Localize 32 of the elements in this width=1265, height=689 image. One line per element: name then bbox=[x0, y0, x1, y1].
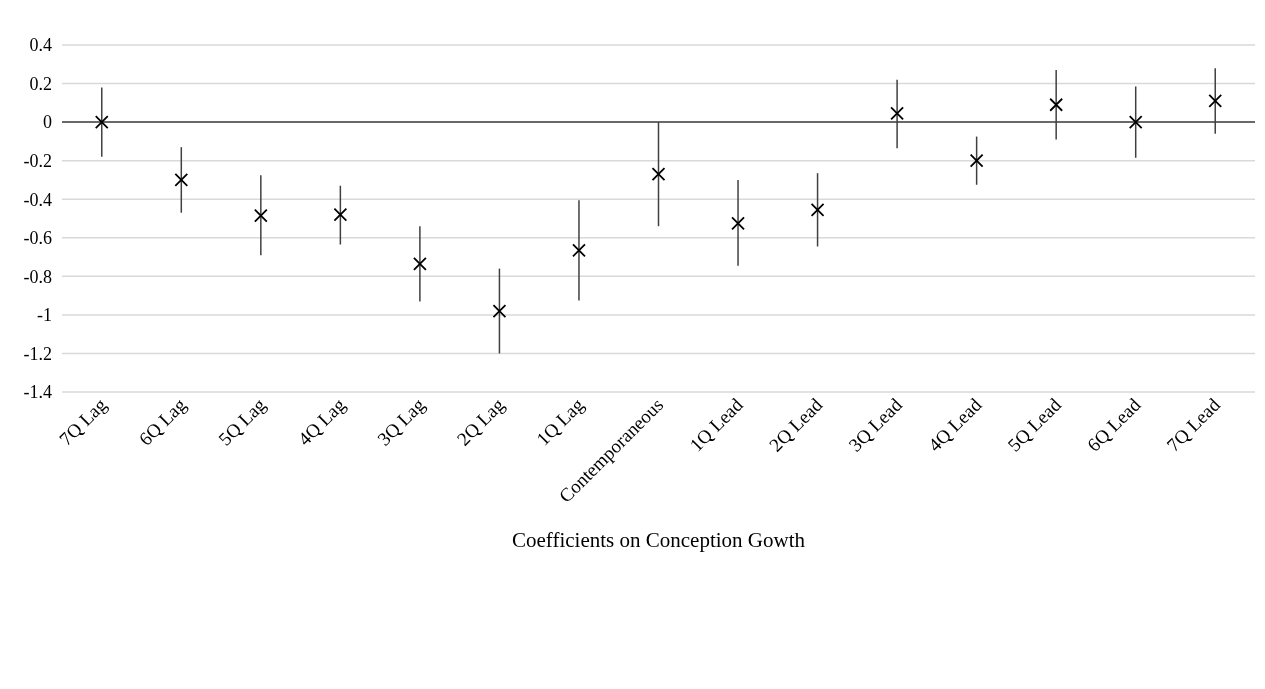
y-tick-label: -1 bbox=[37, 305, 52, 326]
point bbox=[94, 115, 109, 130]
point bbox=[890, 106, 904, 121]
y-tick-label: -1.4 bbox=[23, 382, 52, 403]
point bbox=[253, 208, 268, 223]
point bbox=[572, 243, 586, 258]
y-tick-label: 0 bbox=[43, 112, 52, 133]
y-tick-label: -0.6 bbox=[23, 228, 52, 249]
point bbox=[492, 304, 507, 318]
y-tick-label: -1.2 bbox=[23, 343, 52, 364]
y-tick-label: 0.2 bbox=[29, 73, 52, 94]
point bbox=[413, 256, 427, 271]
x-tick-label: 6Q Lag bbox=[134, 393, 191, 450]
y-tick-label: -0.2 bbox=[23, 150, 52, 171]
point bbox=[333, 207, 348, 222]
y-tick-label: -0.8 bbox=[23, 266, 52, 287]
y-tick-label: -0.4 bbox=[23, 189, 52, 210]
x-tick-label: 2Q Lag bbox=[452, 393, 509, 450]
point bbox=[1049, 97, 1064, 112]
x-tick-label: 5Q Lag bbox=[214, 393, 271, 450]
x-tick-label: 4Q Lag bbox=[293, 393, 350, 450]
point bbox=[731, 216, 745, 231]
point bbox=[1128, 115, 1143, 130]
point bbox=[651, 167, 666, 182]
x-tick-label: 3Q Lag bbox=[373, 393, 430, 450]
y-tick-label: 0.4 bbox=[29, 35, 52, 56]
point bbox=[969, 153, 984, 168]
point bbox=[810, 202, 825, 217]
x-tick-label: 7Q Lag bbox=[55, 393, 111, 450]
x-axis-title: Coefficients on Conception Gowth bbox=[512, 528, 806, 553]
point bbox=[174, 173, 189, 187]
point bbox=[1208, 94, 1223, 108]
